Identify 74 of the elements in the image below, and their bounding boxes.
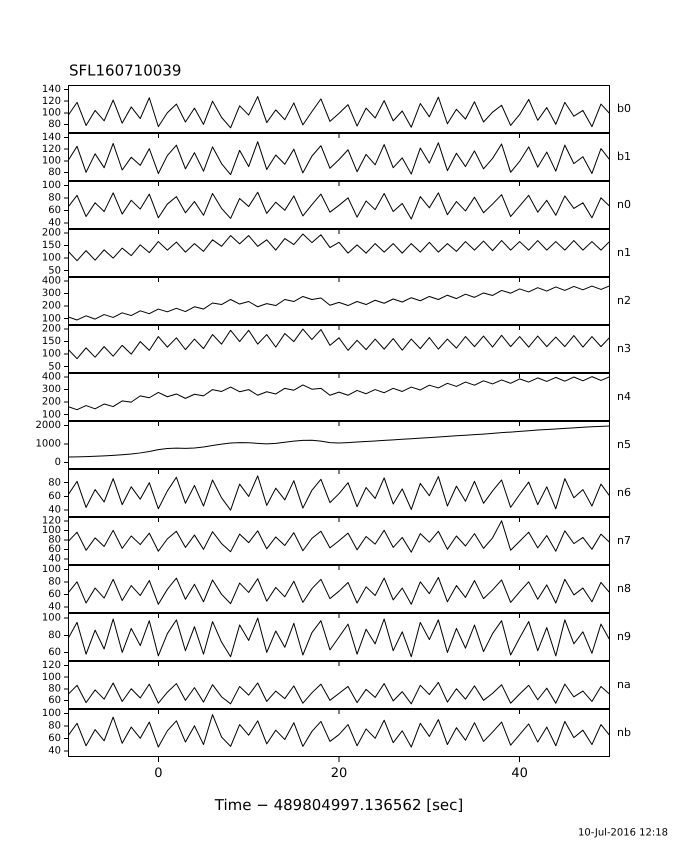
y-tick-label: 60 [48,732,61,744]
y-tick-label: 80 [48,118,61,130]
y-tick-label: 100 [42,180,61,191]
y-tick-label: 80 [48,192,61,204]
y-tick-label: 120 [42,96,61,107]
series-label: n3 [617,342,631,355]
y-tick-label: 80 [48,166,61,178]
y-tick-label: 60 [48,491,61,502]
y-tick-label: 100 [42,313,61,324]
y-tick-label: 140 [42,84,61,96]
y-tick-label: 60 [48,544,61,555]
y-tick-label: 140 [42,132,61,144]
y-tick-label: 120 [42,660,61,672]
y-tick-label: 40 [48,504,61,516]
series-label: n1 [617,246,631,259]
y-tick-label: 100 [42,107,61,118]
y-tick-label: 200 [42,300,61,312]
y-tick-label: 100 [42,409,61,420]
y-tick-label: 0 [54,457,61,468]
series-label: n5 [617,438,631,451]
y-tick-label: 60 [48,204,61,216]
y-tick-label: 120 [42,515,61,526]
y-tick-label: 100 [42,612,61,624]
series-label: na [617,678,631,691]
y-tick-label: 400 [42,276,61,287]
y-tick-label: 100 [42,564,61,575]
x-tick-label: 0 [154,766,162,782]
y-tick-label: 200 [42,228,61,239]
text: 10-Jul-2016 12:18 [578,828,668,839]
y-tick-label: 80 [48,576,61,588]
chart-title: SFL160710039 [69,61,182,80]
series-label: n6 [617,486,631,499]
series-label: b1 [617,150,631,163]
y-tick-label: 300 [42,288,61,300]
y-tick-label: 50 [48,361,61,372]
series-label: n0 [617,198,631,211]
y-tick-label: 1000 [36,438,61,450]
y-tick-label: 2000 [36,420,61,432]
y-tick-label: 60 [48,588,61,600]
y-tick-label: 100 [42,708,61,719]
y-tick-label: 300 [42,384,61,396]
series-label: n2 [617,294,631,307]
y-tick-label: 100 [42,252,61,264]
series-label: n4 [617,390,631,403]
y-tick-label: 60 [48,694,61,706]
y-tick-label: 80 [48,534,61,546]
y-tick-label: 100 [42,672,61,683]
y-tick-label: 80 [48,477,61,488]
y-tick-label: 40 [48,601,61,612]
y-tick-label: 100 [42,524,61,536]
y-tick-label: 100 [42,155,61,166]
series-label: n7 [617,534,631,547]
y-tick-label: 80 [48,630,61,641]
y-tick-label: 60 [48,647,61,658]
y-tick-label: 50 [48,265,61,276]
y-tick-label: 150 [42,336,61,348]
y-tick-label: 80 [48,683,61,694]
y-tick-label: 80 [48,720,61,732]
y-tick-label: 200 [42,396,61,408]
series-label: nb [617,726,631,739]
y-tick-label: 40 [48,553,61,564]
series-label: n8 [617,582,631,595]
y-tick-label: 150 [42,240,61,252]
series-label: b0 [617,102,631,115]
x-axis-title: Time − 489804997.136562 [sec] [214,796,464,814]
y-tick-label: 120 [42,144,61,155]
x-tick-label: 40 [511,766,528,782]
y-tick-label: 200 [42,324,61,335]
y-tick-label: 100 [42,348,61,360]
y-tick-label: 40 [48,217,61,228]
x-tick-label: 20 [330,766,348,782]
y-tick-label: 40 [48,745,61,756]
series-label: n9 [617,630,631,643]
y-tick-label: 400 [42,372,61,383]
